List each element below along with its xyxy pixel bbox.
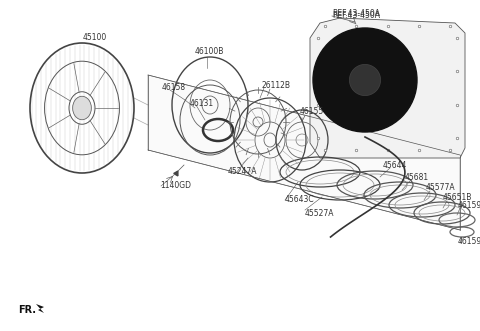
Text: 26112B: 26112B bbox=[262, 80, 291, 89]
Text: 46131: 46131 bbox=[190, 99, 214, 108]
Text: 45644: 45644 bbox=[383, 161, 408, 169]
Text: 45100: 45100 bbox=[83, 33, 107, 42]
Polygon shape bbox=[36, 304, 44, 313]
Ellipse shape bbox=[349, 65, 381, 96]
Text: 45681: 45681 bbox=[405, 173, 429, 182]
Text: REF.43-450A: REF.43-450A bbox=[332, 10, 380, 19]
Text: 46155: 46155 bbox=[300, 108, 324, 117]
Text: FR.: FR. bbox=[18, 305, 36, 315]
Text: 1140GD: 1140GD bbox=[160, 180, 191, 190]
Text: 45527A: 45527A bbox=[305, 209, 335, 217]
Text: 46159: 46159 bbox=[458, 202, 480, 211]
Text: REF.43-450A: REF.43-450A bbox=[332, 12, 380, 21]
Text: 46159: 46159 bbox=[458, 238, 480, 247]
Text: 45643C: 45643C bbox=[285, 196, 314, 205]
Text: 45247A: 45247A bbox=[228, 167, 257, 176]
Circle shape bbox=[313, 28, 417, 132]
Text: 46100B: 46100B bbox=[195, 48, 224, 57]
Text: 45577A: 45577A bbox=[426, 183, 456, 193]
Ellipse shape bbox=[72, 96, 91, 120]
Polygon shape bbox=[148, 75, 460, 230]
Text: 46158: 46158 bbox=[162, 82, 186, 91]
Polygon shape bbox=[310, 18, 465, 158]
Text: 45651B: 45651B bbox=[443, 194, 472, 203]
